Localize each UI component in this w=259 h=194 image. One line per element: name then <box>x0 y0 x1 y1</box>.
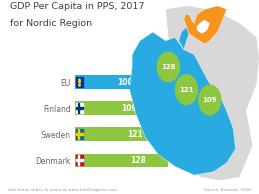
Text: GDP Per Capita in PPS, 2017: GDP Per Capita in PPS, 2017 <box>10 2 145 11</box>
Bar <box>76 77 83 87</box>
Text: Source: Eurostat, 2018: Source: Eurostat, 2018 <box>204 188 251 192</box>
Bar <box>75 153 168 167</box>
Bar <box>75 101 155 115</box>
Bar <box>76 107 83 109</box>
Text: 128: 128 <box>131 156 147 165</box>
Bar <box>78 129 79 139</box>
Circle shape <box>176 75 197 104</box>
Text: 109: 109 <box>121 104 137 113</box>
Bar <box>75 127 163 141</box>
Bar <box>76 103 83 113</box>
Bar <box>78 103 79 113</box>
Circle shape <box>157 52 179 82</box>
Text: 121: 121 <box>127 130 143 139</box>
Text: for Nordic Region: for Nordic Region <box>10 19 92 28</box>
Bar <box>76 133 83 135</box>
Polygon shape <box>179 27 189 49</box>
Circle shape <box>199 85 221 115</box>
Text: 100: 100 <box>117 78 133 87</box>
Bar <box>78 155 79 165</box>
Polygon shape <box>130 32 236 175</box>
Bar <box>76 159 83 161</box>
Bar <box>76 129 83 139</box>
Text: 109: 109 <box>203 97 217 103</box>
Text: Get these slides & icons at www.InfoDiagram.com: Get these slides & icons at www.InfoDiag… <box>8 188 117 192</box>
Text: 121: 121 <box>179 87 194 93</box>
Text: 128: 128 <box>161 64 176 70</box>
Polygon shape <box>166 6 259 180</box>
Bar <box>76 155 83 165</box>
Bar <box>75 75 148 89</box>
Polygon shape <box>184 6 227 44</box>
Polygon shape <box>197 20 210 34</box>
